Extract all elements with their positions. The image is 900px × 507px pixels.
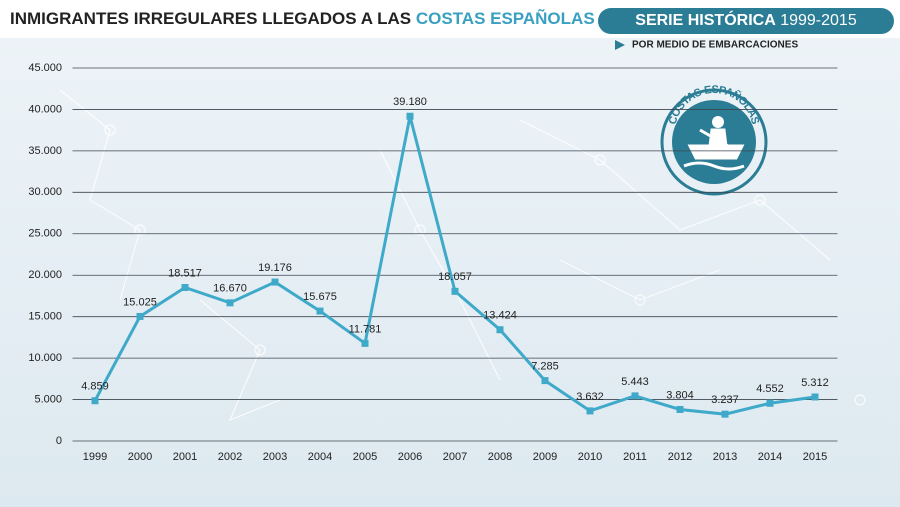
x-tick-label: 2007 bbox=[443, 451, 467, 463]
data-point bbox=[496, 326, 504, 334]
y-tick-label: 5.000 bbox=[34, 393, 62, 405]
x-tick-label: 2000 bbox=[128, 451, 152, 463]
title-main: INMIGRANTES IRREGULARES LLEGADOS A LAS bbox=[10, 9, 411, 28]
data-point bbox=[541, 377, 549, 385]
y-tick-label: 15.000 bbox=[28, 311, 62, 323]
x-tick-label: 2012 bbox=[668, 451, 692, 463]
y-tick-label: 10.000 bbox=[28, 352, 62, 364]
chart-title: INMIGRANTES IRREGULARES LLEGADOS A LAS C… bbox=[10, 8, 595, 28]
data-point bbox=[271, 278, 279, 286]
data-point bbox=[451, 287, 459, 295]
data-point bbox=[586, 407, 594, 415]
badge-years: 1999-2015 bbox=[780, 12, 857, 29]
y-tick-label: 25.000 bbox=[28, 228, 62, 240]
x-tick-label: 2011 bbox=[623, 451, 647, 463]
data-label: 18.057 bbox=[438, 271, 472, 283]
x-tick-label: 1999 bbox=[83, 451, 107, 463]
badge bbox=[598, 8, 894, 34]
x-tick-label: 2014 bbox=[758, 451, 782, 463]
x-tick-label: 2008 bbox=[488, 451, 512, 463]
y-tick-label: 35.000 bbox=[28, 145, 62, 157]
data-label: 5.312 bbox=[801, 377, 829, 389]
y-tick-label: 0 bbox=[56, 435, 62, 447]
logo-ring bbox=[660, 88, 768, 196]
x-tick-label: 2004 bbox=[308, 451, 332, 463]
data-label: 19.176 bbox=[258, 262, 292, 274]
data-point bbox=[361, 339, 369, 347]
y-tick-label: 20.000 bbox=[28, 269, 62, 281]
legend-label: POR MEDIO DE EMBARCACIONES bbox=[632, 40, 798, 51]
data-point bbox=[136, 312, 144, 320]
badge-text: SERIE HISTÓRICA 1999-2015 bbox=[635, 10, 857, 29]
x-tick-label: 2015 bbox=[803, 451, 827, 463]
data-label: 5.443 bbox=[621, 376, 649, 388]
x-tick-label: 2006 bbox=[398, 451, 422, 463]
data-point bbox=[676, 405, 684, 413]
data-label: 3.804 bbox=[666, 389, 694, 401]
x-tick-label: 2001 bbox=[173, 451, 197, 463]
title-highlight: COSTAS ESPAÑOLAS bbox=[416, 8, 595, 28]
data-label: 16.670 bbox=[213, 283, 247, 295]
x-tick-label: 2010 bbox=[578, 451, 602, 463]
data-point bbox=[226, 299, 234, 307]
legend-marker bbox=[615, 40, 625, 50]
data-label: 15.675 bbox=[303, 291, 337, 303]
data-point bbox=[181, 284, 189, 292]
badge-title: SERIE HISTÓRICA bbox=[635, 10, 776, 29]
data-label: 4.552 bbox=[756, 383, 784, 395]
x-tick-label: 2005 bbox=[353, 451, 377, 463]
x-tick-label: 2002 bbox=[218, 451, 242, 463]
x-tick-label: 2009 bbox=[533, 451, 557, 463]
y-tick-label: 45.000 bbox=[28, 62, 62, 74]
data-label: 18.517 bbox=[168, 267, 202, 279]
map-decoration bbox=[59, 89, 866, 422]
y-tick-label: 30.000 bbox=[28, 186, 62, 198]
logo-wave bbox=[683, 161, 745, 171]
logo-head bbox=[712, 116, 724, 128]
data-point bbox=[316, 307, 324, 315]
data-point bbox=[406, 112, 414, 120]
data-point bbox=[631, 392, 639, 400]
data-label: 7.285 bbox=[531, 361, 559, 373]
data-label: 11.781 bbox=[349, 323, 382, 335]
x-tick-label: 2003 bbox=[263, 451, 287, 463]
y-tick-label: 40.000 bbox=[28, 103, 62, 115]
data-point bbox=[811, 393, 819, 401]
data-label: 4.859 bbox=[81, 381, 109, 393]
data-label: 39.180 bbox=[393, 96, 427, 108]
data-label: 3.632 bbox=[576, 391, 604, 403]
data-label: 13.424 bbox=[483, 310, 517, 322]
data-point bbox=[91, 397, 99, 405]
data-label: 15.025 bbox=[123, 296, 157, 308]
data-label: 3.237 bbox=[711, 394, 739, 406]
data-point bbox=[721, 410, 729, 418]
x-tick-label: 2013 bbox=[713, 451, 737, 463]
data-point bbox=[766, 399, 774, 407]
